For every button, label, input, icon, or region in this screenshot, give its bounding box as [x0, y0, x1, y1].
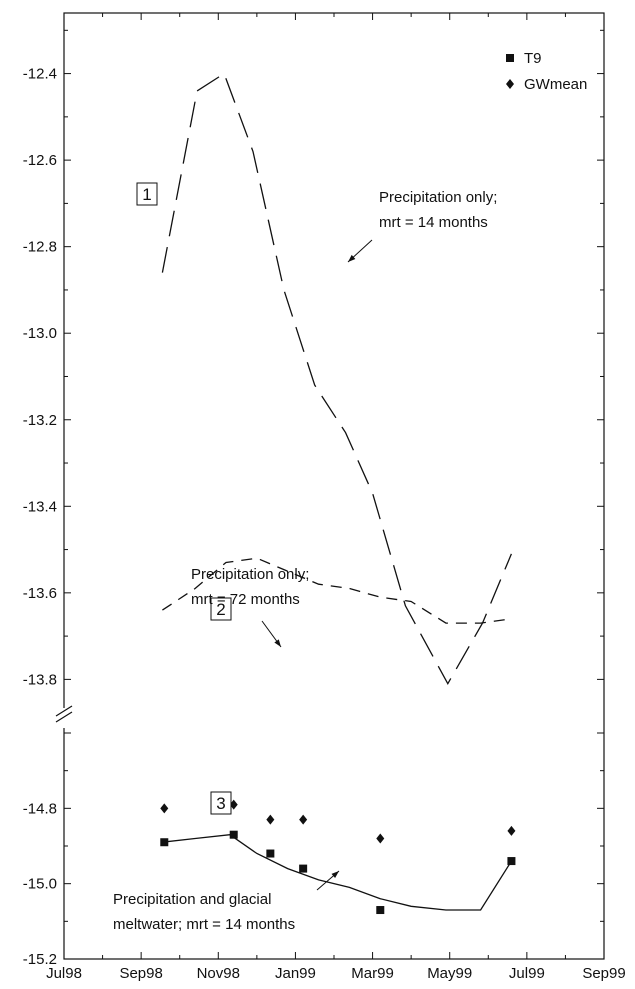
series-2-note: mrt = 72 months — [191, 591, 300, 608]
axis-break-slash — [55, 711, 73, 723]
x-tick-label: Nov98 — [197, 965, 240, 982]
series-2-box: 2 — [210, 597, 232, 621]
t9-point — [229, 830, 238, 839]
t9-point — [376, 906, 385, 915]
y-tick-label: -13.0 — [23, 325, 57, 342]
t9-point — [507, 857, 516, 866]
legend-gwmean-marker — [506, 79, 514, 89]
points-layer — [160, 799, 516, 915]
t9-point — [299, 864, 308, 873]
series-2-line — [162, 557, 512, 624]
y-tick-label: -13.8 — [23, 671, 57, 688]
legend-label: GWmean — [524, 76, 587, 93]
series-3-box: 3 — [210, 791, 232, 815]
axis-break-slash — [55, 705, 73, 717]
gwmean-point — [376, 833, 385, 844]
series-3-note: Precipitation and glacial — [113, 891, 271, 908]
series-box-frame — [210, 597, 232, 621]
plot-frame — [63, 12, 605, 960]
series-3-note: meltwater; mrt = 14 months — [113, 916, 295, 933]
gwmean-point — [299, 814, 308, 825]
y-tick-label: -12.6 — [23, 152, 57, 169]
series-box-label: 1 — [142, 185, 151, 204]
gwmean-point — [229, 799, 238, 810]
axis-break-marker — [55, 705, 73, 728]
series-1-box: 1 — [136, 182, 158, 206]
gwmean-point — [160, 803, 169, 814]
annotation-layer: 1 2 3 Precipitation only; mrt = 14 months Pre… — [113, 182, 497, 933]
x-tick-label: May99 — [427, 965, 472, 982]
series-1-line — [161, 72, 512, 686]
x-tick-label: Mar99 — [351, 965, 394, 982]
series-3-arrowhead — [331, 871, 339, 878]
series-box-frame — [136, 182, 158, 206]
y-tick-label: -12.8 — [23, 239, 57, 256]
series-layer — [161, 72, 512, 911]
series-box-frame — [210, 791, 232, 815]
legend: T9 GWmean — [506, 50, 587, 93]
axes: Jul98 Sep98 Nov98 Jan99 Mar99 May99 Jul99 Sep99… — [23, 13, 626, 982]
gwmean-point — [507, 825, 516, 836]
x-tick-label: Jan99 — [275, 965, 316, 982]
t9-point — [266, 849, 275, 858]
y-tick-label: -15.0 — [23, 876, 57, 893]
series-box-label: 3 — [216, 794, 225, 813]
legend-label: T9 — [524, 50, 542, 67]
t9-point — [160, 838, 169, 847]
gwmean-point — [266, 814, 275, 825]
series-1-note: mrt = 14 months — [379, 214, 488, 231]
y-tick-label: -13.4 — [23, 498, 57, 515]
x-tick-label: Jul99 — [509, 965, 545, 982]
series-1-arrowhead — [348, 254, 356, 262]
x-tick-label: Sep99 — [582, 965, 625, 982]
legend-t9-marker — [506, 54, 514, 62]
series-3-line — [162, 834, 512, 911]
series-2-note: Precipitation only; — [191, 566, 309, 583]
y-tick-label: -13.2 — [23, 412, 57, 429]
series-1-note: Precipitation only; — [379, 189, 497, 206]
series-box-label: 2 — [216, 600, 225, 619]
y-tick-label: -14.8 — [23, 800, 57, 817]
y-tick-label: -15.2 — [23, 951, 57, 968]
series-2-arrowhead — [274, 639, 281, 647]
y-tick-label: -12.4 — [23, 66, 57, 83]
y-tick-label: -13.6 — [23, 585, 57, 602]
x-tick-label: Jul98 — [46, 965, 82, 982]
x-tick-label: Sep98 — [119, 965, 162, 982]
